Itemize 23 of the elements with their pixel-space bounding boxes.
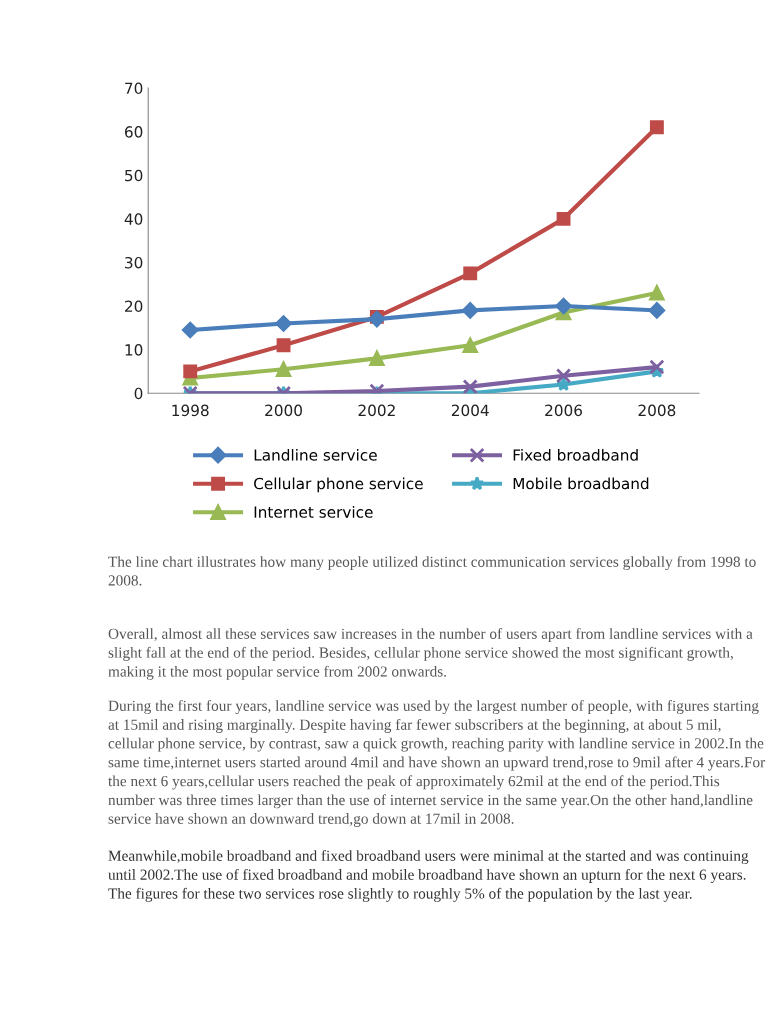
x-tick-label: 1998 bbox=[172, 404, 209, 417]
legend-label: Mobile broadband bbox=[513, 477, 649, 490]
legend-label: Fixed broadband bbox=[513, 448, 638, 461]
legend-label: Landline service bbox=[254, 448, 377, 461]
legend-label: Internet service bbox=[254, 506, 373, 518]
y-tick-label: 40 bbox=[124, 213, 143, 225]
x-tick-label: 2002 bbox=[358, 404, 395, 417]
y-tick-label: 70 bbox=[125, 82, 143, 95]
text: Meanwhile,mobile broadband and fixed broadband users were minimal at the started and was continuing until 2002.The use of fixed broadband and mobile broadband have shown an upturn for the next 6 years. The figures for these two services rose slightly to roughly 5% of the population by the last year. bbox=[108, 850, 749, 902]
y-tick-label: 60 bbox=[124, 126, 143, 138]
y-tick-label: 20 bbox=[125, 300, 143, 313]
x-tick-label: 2006 bbox=[545, 404, 583, 417]
text: During the first four years, landline service was used by the largest number of people, with figures starting at 15mil and rising marginally. Despite having far fewer subscribers at the beginning, at about 5 mil, cellular phone service, by contrast, saw a quick growth, reaching parity with landline service in 2002.In the same time,internet users started around 4mil and have shown an upward trend,rose to 9mil after 4 years.For the next 6 years,cellular users reached the peak of approximately 62mil at the end of the period.This number was three times larger than the use of internet service in the same year.On the other hand,landline service have shown an downward trend,go down at 17mil in 2008. bbox=[108, 700, 766, 827]
y-tick-label: 10 bbox=[125, 344, 143, 356]
x-tick-label: 2000 bbox=[265, 404, 302, 417]
y-tick-label: 50 bbox=[125, 169, 143, 182]
text: Overall, almost all these services saw increases in the number of users apart from landline services with a slight fall at the end of the period. Besides, cellular phone service showed the most significant growth, making it the most popular service from 2002 onwards. bbox=[108, 628, 753, 680]
y-tick-label: 0 bbox=[134, 387, 143, 400]
x-tick-label: 2008 bbox=[638, 404, 676, 417]
x-tick-label: 2004 bbox=[451, 404, 489, 417]
y-tick-label: 30 bbox=[125, 256, 143, 269]
text: The line chart illustrates how many people utilized distinct communication services globally from 1998 to 2008. bbox=[108, 556, 756, 586]
legend-label: Cellular phone service bbox=[254, 477, 423, 493]
